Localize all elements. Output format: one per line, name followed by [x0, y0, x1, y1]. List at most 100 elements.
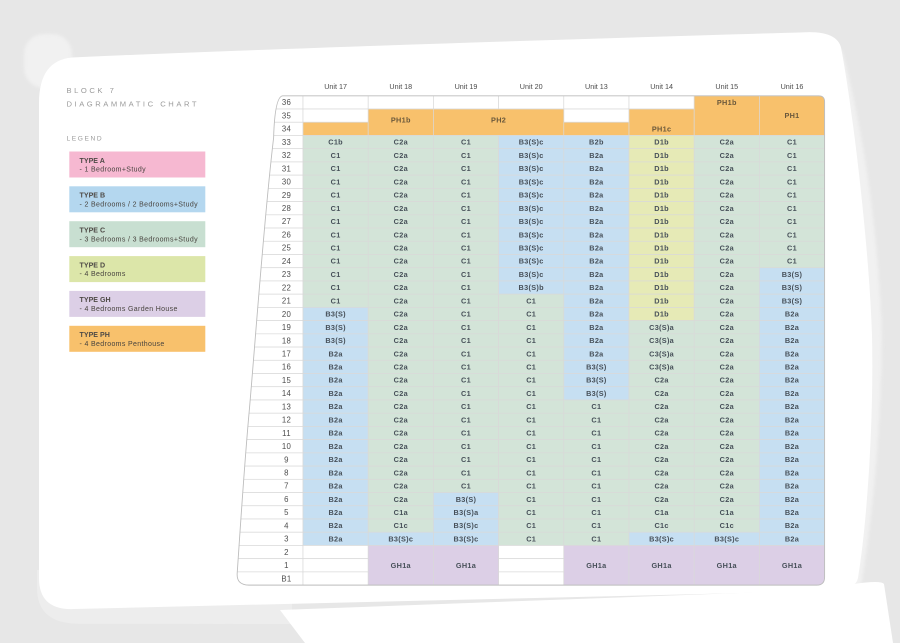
svg-text:B3(S)c: B3(S)c	[519, 270, 544, 279]
svg-text:B2a: B2a	[785, 363, 800, 372]
svg-text:C1: C1	[787, 177, 797, 186]
svg-text:C1: C1	[526, 415, 536, 424]
svg-text:C2a: C2a	[720, 230, 735, 239]
svg-text:C1: C1	[461, 230, 471, 239]
svg-text:C2a: C2a	[720, 363, 735, 372]
svg-text:B3(S)c: B3(S)c	[714, 534, 739, 543]
svg-text:34: 34	[282, 125, 292, 134]
svg-text:D1b: D1b	[654, 296, 669, 305]
svg-text:C1: C1	[461, 257, 471, 266]
svg-text:C2a: C2a	[394, 495, 409, 504]
svg-text:B2a: B2a	[785, 429, 800, 438]
svg-text:C1: C1	[526, 389, 536, 398]
svg-text:C2a: C2a	[394, 257, 409, 266]
svg-text:C1: C1	[787, 204, 797, 213]
svg-text:C2a: C2a	[654, 389, 669, 398]
svg-text:Unit 20: Unit 20	[520, 82, 543, 91]
svg-text:C1: C1	[526, 363, 536, 372]
svg-text:C2a: C2a	[720, 482, 735, 491]
svg-text:2: 2	[284, 548, 289, 557]
svg-text:C2a: C2a	[394, 191, 409, 200]
svg-text:C1: C1	[461, 389, 471, 398]
svg-text:B2a: B2a	[328, 349, 343, 358]
svg-text:PH1c: PH1c	[652, 125, 671, 134]
svg-text:C2a: C2a	[654, 495, 669, 504]
svg-text:B3(S)b: B3(S)b	[519, 283, 545, 292]
svg-text:C1b: C1b	[328, 138, 343, 147]
svg-text:C1: C1	[331, 270, 341, 279]
svg-text:C1: C1	[461, 310, 471, 319]
svg-text:TYPE GH: TYPE GH	[80, 296, 111, 304]
svg-text:C2a: C2a	[720, 151, 735, 160]
svg-text:C1: C1	[331, 151, 341, 160]
svg-text:C1: C1	[461, 204, 471, 213]
svg-text:11: 11	[282, 429, 291, 438]
svg-text:B2a: B2a	[785, 323, 800, 332]
svg-text:C1c: C1c	[720, 521, 734, 530]
svg-text:C1: C1	[331, 230, 341, 239]
svg-text:1: 1	[284, 561, 289, 570]
svg-text:C2a: C2a	[394, 429, 409, 438]
svg-text:C2a: C2a	[394, 376, 409, 385]
svg-text:D1b: D1b	[654, 283, 669, 292]
svg-text:C2a: C2a	[394, 177, 409, 186]
svg-text:C2a: C2a	[720, 257, 735, 266]
svg-text:B2a: B2a	[785, 402, 800, 411]
svg-text:B3(S)c: B3(S)c	[519, 217, 544, 226]
svg-text:B2a: B2a	[328, 534, 343, 543]
svg-text:C2a: C2a	[394, 349, 409, 358]
svg-text:C2a: C2a	[720, 270, 735, 279]
svg-text:D1b: D1b	[654, 310, 669, 319]
svg-text:GH1a: GH1a	[651, 561, 672, 570]
svg-text:B2a: B2a	[328, 508, 343, 517]
svg-text:C2a: C2a	[720, 191, 735, 200]
svg-text:26: 26	[282, 231, 291, 240]
svg-text:C2a: C2a	[720, 468, 735, 477]
svg-text:B2a: B2a	[785, 442, 800, 451]
svg-text:Unit 17: Unit 17	[324, 82, 347, 91]
svg-text:C1: C1	[461, 376, 471, 385]
svg-text:PH1b: PH1b	[391, 116, 411, 125]
svg-text:C2a: C2a	[720, 323, 735, 332]
svg-text:C1: C1	[787, 217, 797, 226]
svg-text:- 4 Bedrooms: - 4 Bedrooms	[80, 271, 126, 278]
svg-text:TYPE B: TYPE B	[80, 192, 106, 200]
svg-text:B3(S): B3(S)	[586, 389, 607, 398]
svg-text:D1b: D1b	[654, 191, 669, 200]
svg-text:C1: C1	[787, 257, 797, 266]
svg-text:C1: C1	[461, 442, 471, 451]
svg-text:B2a: B2a	[785, 310, 800, 319]
svg-text:C2a: C2a	[394, 283, 409, 292]
svg-text:B3(S): B3(S)	[782, 270, 803, 279]
svg-text:C2a: C2a	[394, 336, 409, 345]
svg-text:C1a: C1a	[394, 508, 409, 517]
svg-text:B3(S): B3(S)	[586, 363, 607, 372]
svg-text:C1: C1	[787, 138, 797, 147]
svg-text:B2a: B2a	[589, 191, 604, 200]
svg-text:C1: C1	[461, 468, 471, 477]
svg-text:B2a: B2a	[589, 151, 604, 160]
svg-text:B2a: B2a	[785, 336, 800, 345]
svg-text:6: 6	[284, 495, 289, 504]
svg-text:B2a: B2a	[785, 376, 800, 385]
svg-text:B3(S): B3(S)	[782, 296, 803, 305]
svg-text:C1: C1	[461, 191, 471, 200]
svg-text:B2a: B2a	[328, 495, 343, 504]
svg-text:C2a: C2a	[654, 455, 669, 464]
svg-text:C1c: C1c	[394, 521, 408, 530]
svg-text:- 4 Bedrooms Penthouse: - 4 Bedrooms Penthouse	[80, 341, 165, 348]
svg-text:C1: C1	[591, 402, 601, 411]
svg-text:C1: C1	[526, 468, 536, 477]
svg-text:C1: C1	[461, 349, 471, 358]
svg-text:C2a: C2a	[394, 415, 409, 424]
svg-text:C1: C1	[787, 191, 797, 200]
svg-text:C3(S)a: C3(S)a	[649, 349, 675, 358]
svg-text:B3(S)c: B3(S)c	[519, 244, 544, 253]
svg-text:C1: C1	[331, 164, 341, 173]
svg-text:C1: C1	[461, 151, 471, 160]
svg-text:B3(S): B3(S)	[456, 495, 477, 504]
svg-text:B2a: B2a	[589, 310, 604, 319]
svg-text:C1: C1	[526, 521, 536, 530]
svg-text:C1: C1	[461, 296, 471, 305]
svg-text:C2a: C2a	[720, 204, 735, 213]
